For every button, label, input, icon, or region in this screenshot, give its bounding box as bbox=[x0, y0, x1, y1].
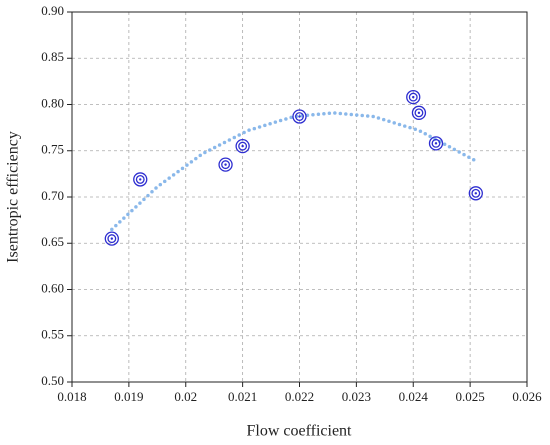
x-tick-label: 0.02 bbox=[174, 389, 197, 404]
marker-ring bbox=[241, 144, 244, 148]
marker-ring bbox=[417, 111, 421, 115]
fit-curve bbox=[110, 111, 478, 232]
marker-ring bbox=[412, 95, 415, 99]
marker-ring bbox=[428, 136, 444, 151]
x-tick-label: 0.026 bbox=[512, 389, 542, 404]
x-tick-label: 0.018 bbox=[57, 389, 86, 404]
y-tick-label: 0.55 bbox=[41, 327, 64, 342]
marker-ring bbox=[110, 237, 114, 240]
marker-ring bbox=[104, 231, 119, 246]
marker-ring bbox=[221, 160, 231, 170]
data-point bbox=[411, 105, 427, 120]
data-point bbox=[218, 157, 233, 172]
data-point bbox=[428, 136, 444, 151]
data-point bbox=[133, 172, 148, 187]
marker-ring bbox=[431, 138, 441, 148]
marker-ring bbox=[235, 138, 250, 154]
marker-ring bbox=[295, 112, 304, 121]
x-tick-label: 0.023 bbox=[342, 389, 371, 404]
data-point bbox=[104, 231, 119, 246]
y-tick-label: 0.65 bbox=[41, 234, 64, 249]
marker-ring bbox=[411, 105, 427, 120]
plot-frame bbox=[71, 11, 528, 383]
marker-ring bbox=[224, 163, 227, 166]
marker-ring bbox=[218, 157, 233, 172]
x-tick-label: 0.024 bbox=[399, 389, 429, 404]
marker-ring bbox=[292, 109, 307, 124]
y-tick-label: 0.90 bbox=[41, 3, 64, 18]
marker-ring bbox=[238, 141, 248, 151]
x-tick-label: 0.021 bbox=[228, 389, 257, 404]
marker-ring bbox=[107, 234, 117, 244]
marker-ring bbox=[135, 174, 145, 184]
y-axis-title: Isentropic efficiency bbox=[5, 131, 22, 263]
marker-ring bbox=[406, 89, 421, 105]
data-point bbox=[406, 89, 421, 105]
data-point bbox=[235, 138, 250, 154]
x-axis-title: Flow coefficient bbox=[246, 423, 352, 440]
data-point bbox=[468, 186, 483, 201]
marker-ring bbox=[298, 115, 301, 118]
marker-ring bbox=[139, 178, 142, 181]
y-tick-label: 0.85 bbox=[41, 49, 64, 64]
y-tick-label: 0.70 bbox=[41, 188, 64, 203]
x-tick-label: 0.025 bbox=[456, 389, 485, 404]
marker-ring bbox=[474, 192, 478, 195]
marker-ring bbox=[434, 142, 438, 145]
y-tick-label: 0.50 bbox=[41, 373, 64, 388]
marker-ring bbox=[414, 108, 424, 118]
y-tick-label: 0.80 bbox=[41, 95, 64, 110]
marker-ring bbox=[408, 92, 418, 102]
marker-ring bbox=[133, 172, 148, 187]
x-tick-label: 0.022 bbox=[285, 389, 314, 404]
y-tick-label: 0.75 bbox=[41, 142, 64, 157]
x-tick-label: 0.019 bbox=[114, 389, 143, 404]
y-tick-label: 0.60 bbox=[41, 280, 64, 295]
marker-ring bbox=[468, 186, 483, 201]
marker-ring bbox=[471, 188, 481, 198]
data-point bbox=[292, 109, 307, 124]
